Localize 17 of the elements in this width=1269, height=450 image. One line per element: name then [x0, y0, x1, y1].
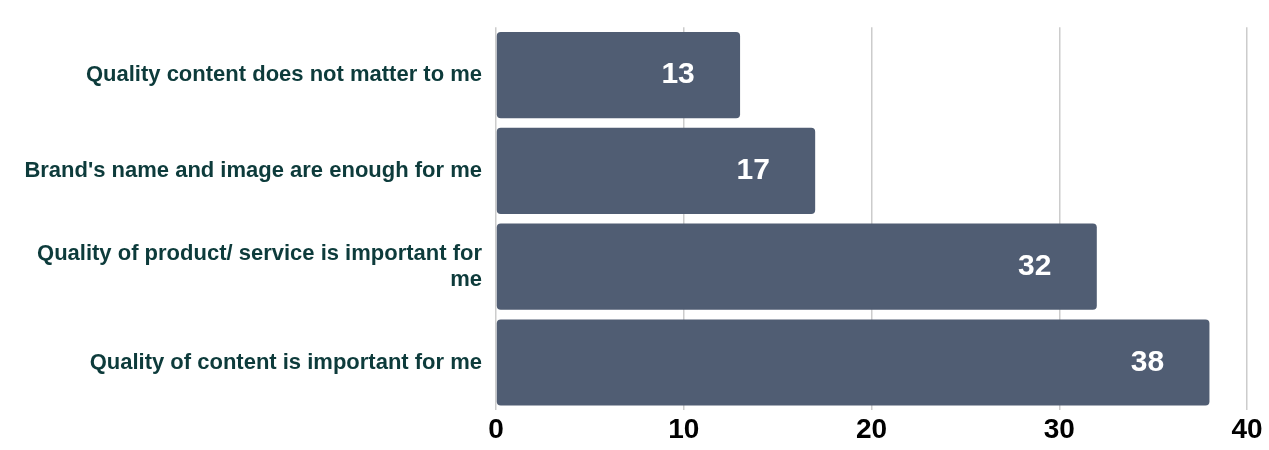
data-label: 38: [1130, 343, 1165, 377]
bar: [496, 223, 1097, 310]
x-tick-label: 10: [668, 412, 700, 444]
x-tick-label: 0: [488, 412, 504, 444]
bar: [496, 319, 1210, 406]
x-tick-label: 40: [1231, 412, 1263, 444]
x-tick-label: 30: [1043, 412, 1075, 444]
bar: [496, 31, 741, 119]
y-tick-label: Brand's name and image are enough for me: [24, 156, 482, 182]
x-tick-label: 20: [855, 412, 888, 444]
bar: [496, 127, 816, 215]
data-label: 32: [1018, 247, 1052, 281]
y-tick-label: Quality content does not matter to me: [85, 61, 482, 87]
data-label: 17: [736, 152, 770, 186]
y-tick-label: Quality of content is important for me: [89, 348, 482, 374]
y-tick-label: Quality of product/ service is important for me: [37, 239, 483, 291]
data-label: 13: [661, 56, 695, 90]
